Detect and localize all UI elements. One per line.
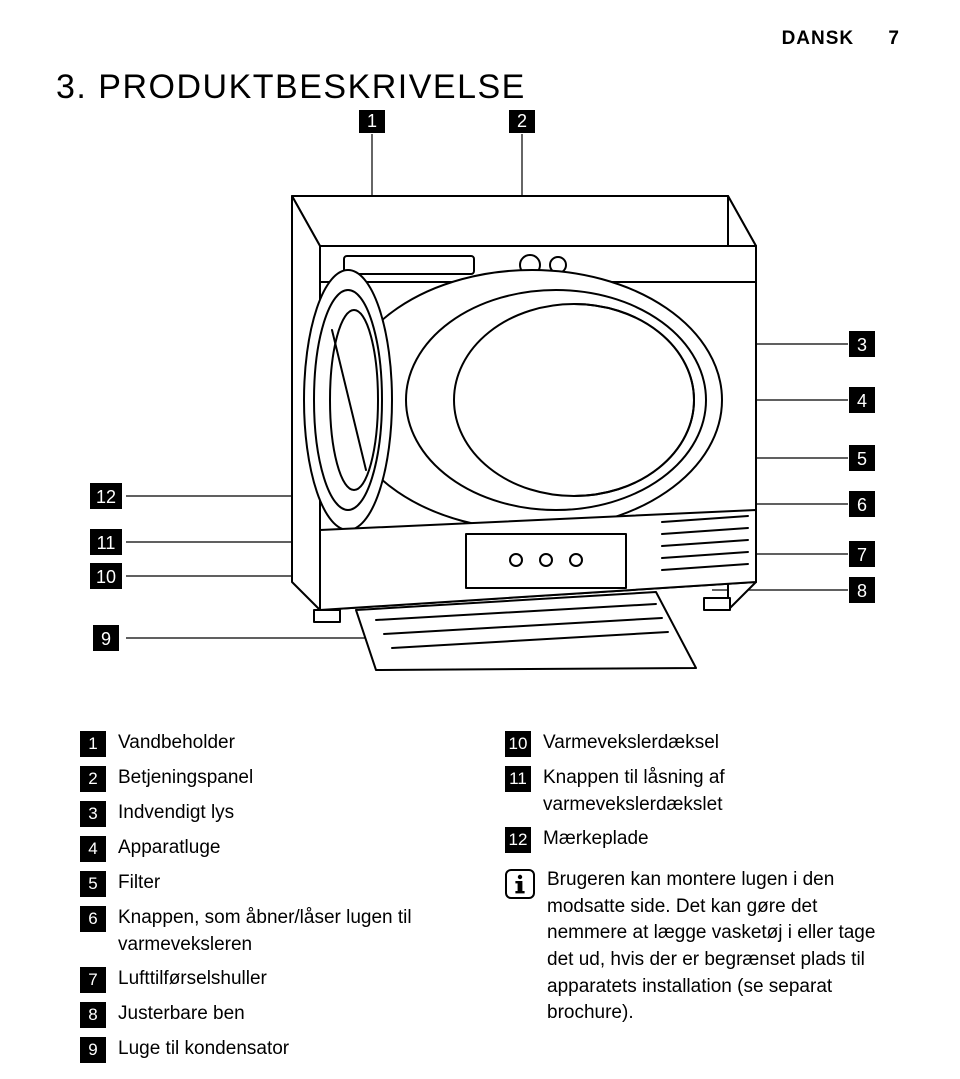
svg-text:6: 6 bbox=[857, 495, 867, 515]
legend-col-left: 1 Vandbeholder 2 Betjeningspanel 3 Indvendigt… bbox=[80, 730, 475, 1071]
legend-label: Knappen til låsning af varmevekslerdæksl… bbox=[543, 765, 900, 818]
legend-label: Indvendigt lys bbox=[118, 800, 475, 827]
legend-number: 3 bbox=[80, 801, 106, 827]
info-text: Brugeren kan montere lugen i den modsatt… bbox=[547, 867, 900, 1027]
svg-text:12: 12 bbox=[96, 487, 116, 507]
legend-label: Betjeningspanel bbox=[118, 765, 475, 792]
legend-item: 12 Mærkeplade bbox=[505, 826, 900, 853]
legend-number: 12 bbox=[505, 827, 531, 853]
legend-number: 8 bbox=[80, 1002, 106, 1028]
svg-text:3: 3 bbox=[857, 335, 867, 355]
svg-text:8: 8 bbox=[857, 581, 867, 601]
legend-item: 7 Lufttilførselshuller bbox=[80, 966, 475, 993]
svg-text:2: 2 bbox=[517, 111, 527, 131]
page-number: 7 bbox=[888, 28, 900, 49]
legend-item: 11 Knappen til låsning af varmevekslerdæk… bbox=[505, 765, 900, 818]
legend-item: 3 Indvendigt lys bbox=[80, 800, 475, 827]
legend-number: 10 bbox=[505, 731, 531, 757]
info-icon bbox=[505, 869, 535, 899]
legend-number: 6 bbox=[80, 906, 106, 932]
svg-text:9: 9 bbox=[101, 629, 111, 649]
legend-number: 11 bbox=[505, 766, 531, 792]
svg-text:1: 1 bbox=[367, 111, 377, 131]
svg-text:11: 11 bbox=[97, 533, 116, 553]
legend-number: 1 bbox=[80, 731, 106, 757]
legend-item: 10 Varmevekslerdæksel bbox=[505, 730, 900, 757]
legend-item: 2 Betjeningspanel bbox=[80, 765, 475, 792]
legend-number: 9 bbox=[80, 1037, 106, 1063]
dryer-illustration: 121211109345678 bbox=[56, 110, 904, 690]
legend-label: Apparatluge bbox=[118, 835, 475, 862]
svg-text:7: 7 bbox=[857, 545, 867, 565]
svg-text:10: 10 bbox=[96, 567, 116, 587]
legend-label: Lufttilførselshuller bbox=[118, 966, 475, 993]
legend-label: Justerbare ben bbox=[118, 1001, 475, 1028]
legend-number: 7 bbox=[80, 967, 106, 993]
legend-col-right: 10 Varmevekslerdæksel 11 Knappen til låsnin… bbox=[505, 730, 900, 1071]
legend-number: 2 bbox=[80, 766, 106, 792]
legend-label: Knappen, som åbner/låser lugen til varme… bbox=[118, 905, 475, 958]
legend: 1 Vandbeholder 2 Betjeningspanel 3 Indvendigt… bbox=[80, 730, 900, 1071]
legend-item: 1 Vandbeholder bbox=[80, 730, 475, 757]
svg-text:5: 5 bbox=[857, 449, 867, 469]
legend-item: 9 Luge til kondensator bbox=[80, 1036, 475, 1063]
legend-item: 4 Apparatluge bbox=[80, 835, 475, 862]
legend-label: Luge til kondensator bbox=[118, 1036, 475, 1063]
legend-item: 8 Justerbare ben bbox=[80, 1001, 475, 1028]
legend-item: 5 Filter bbox=[80, 870, 475, 897]
info-note: Brugeren kan montere lugen i den modsatt… bbox=[505, 867, 900, 1027]
legend-item: 6 Knappen, som åbner/låser lugen til varm… bbox=[80, 905, 475, 958]
language-label: DANSK bbox=[782, 28, 855, 49]
legend-label: Mærkeplade bbox=[543, 826, 900, 853]
legend-number: 4 bbox=[80, 836, 106, 862]
svg-text:4: 4 bbox=[857, 391, 867, 411]
legend-label: Filter bbox=[118, 870, 475, 897]
legend-number: 5 bbox=[80, 871, 106, 897]
page-header: DANSK 7 bbox=[782, 28, 900, 50]
legend-label: Varmevekslerdæksel bbox=[543, 730, 900, 757]
legend-label: Vandbeholder bbox=[118, 730, 475, 757]
section-title: 3. PRODUKTBESKRIVELSE bbox=[56, 68, 526, 107]
product-diagram: 121211109345678 bbox=[56, 110, 904, 690]
